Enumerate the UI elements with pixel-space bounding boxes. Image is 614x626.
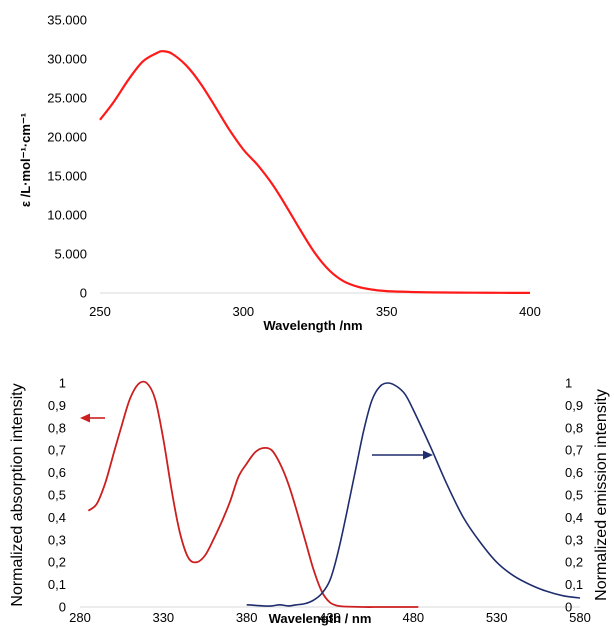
bottom-left-y-tick-label: 0,7 — [48, 443, 66, 458]
bottom-x-tick-label: 530 — [486, 610, 508, 625]
emission-line — [246, 382, 581, 607]
bottom-right-y-tick-label: 0 — [565, 600, 572, 615]
bottom-x-tick-label: 280 — [69, 610, 91, 625]
top-x-tick-label: 400 — [519, 304, 541, 319]
top-y-tick-label: 25.000 — [47, 91, 87, 106]
bottom-right-y-tick-label: 0,4 — [565, 510, 583, 525]
bottom-right-y-tick-label: 0,9 — [565, 398, 583, 413]
bottom-right-y-tick-label: 0,3 — [565, 532, 583, 547]
top-chart: 0 5.000 10.000 15.000 20.000 25.000 30.000 35.0… — [18, 13, 541, 334]
top-x-axis-title: Wavelength /nm — [263, 318, 362, 333]
top-y-tick-label: 15.000 — [47, 169, 87, 184]
absorption-line — [87, 380, 419, 608]
bottom-right-y-tick-label: 0,7 — [565, 443, 583, 458]
bottom-x-tick-label: 580 — [569, 610, 591, 625]
bottom-left-y-tick-label: 0 — [59, 600, 66, 615]
absorption-arrow-icon — [80, 413, 105, 423]
bottom-left-y-tick-label: 0,1 — [48, 577, 66, 592]
bottom-left-y-tick-label: 0,8 — [48, 420, 66, 435]
bottom-x-tick-label: 430 — [319, 610, 341, 625]
bottom-x-tick-label: 380 — [236, 610, 258, 625]
top-y-axis-title: ε /L·mol⁻¹·cm⁻¹ — [18, 113, 33, 207]
bottom-right-y-tick-labels: 0 0,1 0,2 0,3 0,4 0,5 0,6 0,7 0,8 0,9 1 — [565, 376, 583, 615]
bottom-left-y-tick-label: 0,3 — [48, 532, 66, 547]
top-y-tick-label: 35.000 — [47, 13, 87, 28]
bottom-x-tick-label: 330 — [152, 610, 174, 625]
bottom-right-y-tick-label: 0,8 — [565, 420, 583, 435]
bottom-right-y-tick-label: 0,6 — [565, 465, 583, 480]
bottom-right-y-tick-label: 1 — [565, 376, 572, 391]
bottom-left-y-tick-label: 1 — [59, 376, 66, 391]
top-y-tick-label: 10.000 — [47, 208, 87, 223]
bottom-chart: 0 0,1 0,2 0,3 0,4 0,5 0,6 0,7 0,8 0,9 1 0 0,1 0,2 0,3… — [9, 376, 610, 626]
bottom-x-axis-title: Wavelength / nm — [269, 611, 372, 626]
top-absorbance-line — [99, 50, 531, 294]
top-y-tick-labels: 0 5.000 10.000 15.000 20.000 25.000 30.000 35.0… — [47, 13, 87, 301]
bottom-right-y-tick-label: 0,1 — [565, 577, 583, 592]
top-y-tick-label: 5.000 — [54, 247, 87, 262]
bottom-right-y-tick-label: 0,2 — [565, 555, 583, 570]
top-y-tick-label: 20.000 — [47, 130, 87, 145]
top-x-tick-labels: 250 300 350 400 — [89, 304, 541, 319]
top-y-tick-label: 0 — [80, 286, 87, 301]
bottom-right-y-axis-title: Normalized emission intensity — [593, 389, 610, 601]
bottom-left-y-tick-label: 0,9 — [48, 398, 66, 413]
bottom-left-y-tick-label: 0,4 — [48, 510, 66, 525]
bottom-x-tick-label: 480 — [402, 610, 424, 625]
bottom-left-y-tick-label: 0,2 — [48, 555, 66, 570]
bottom-left-y-tick-labels: 0 0,1 0,2 0,3 0,4 0,5 0,6 0,7 0,8 0,9 1 — [48, 376, 66, 615]
bottom-left-y-tick-label: 0,5 — [48, 488, 66, 503]
emission-arrow-icon — [372, 450, 433, 460]
top-y-tick-label: 30.000 — [47, 52, 87, 67]
bottom-x-tick-labels: 280 330 380 430 480 530 580 — [69, 610, 591, 625]
bottom-left-y-tick-label: 0,6 — [48, 465, 66, 480]
top-x-tick-label: 250 — [89, 304, 111, 319]
bottom-left-y-axis-title: Normalized absorption intensity — [9, 383, 26, 606]
top-x-tick-label: 350 — [376, 304, 398, 319]
bottom-right-y-tick-label: 0,5 — [565, 488, 583, 503]
top-x-tick-label: 300 — [232, 304, 254, 319]
